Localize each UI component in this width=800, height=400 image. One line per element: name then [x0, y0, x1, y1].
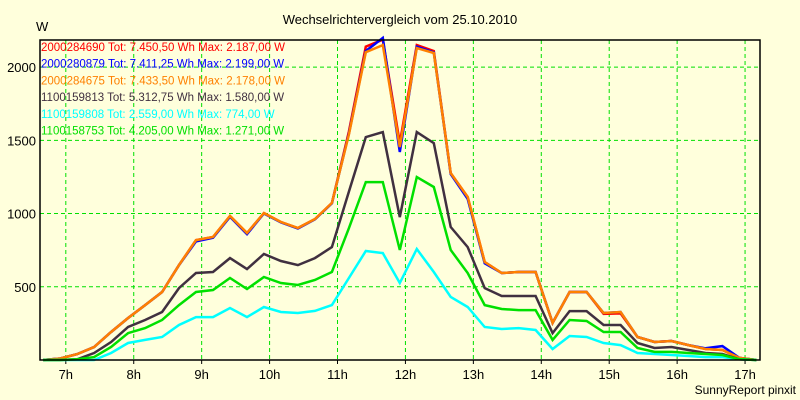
x-tick-label: 14h: [530, 367, 552, 382]
y-axis-label: W: [36, 19, 49, 34]
x-tick-label: 11h: [327, 367, 348, 382]
legend-entry: 2000284675 Tot: 7.433,50 Wh Max: 2.178,0…: [41, 75, 285, 87]
x-tick-label: 7h: [59, 367, 73, 382]
legend-entry: 1100158753 Tot: 4.205,00 Wh Max: 1.271,0…: [41, 126, 284, 138]
x-tick-label: 17h: [734, 367, 756, 382]
x-tick-labels: 7h 8h 9h 10h 11h 12h 13h 14h 15h 16h 17h: [59, 367, 756, 382]
legend-entry: 2000284690 Tot: 7.450,50 Wh Max: 2.187,0…: [41, 42, 285, 54]
legend: 2000284690 Tot: 7.450,50 Wh Max: 2.187,0…: [41, 42, 285, 138]
y-tick-label: 1000: [7, 207, 36, 222]
x-tick-label: 15h: [598, 367, 620, 382]
x-tick-label: 13h: [463, 367, 485, 382]
legend-entry: 1100159808 Tot: 2.559,00 Wh Max: 774,00 …: [41, 109, 275, 121]
series-line: [43, 43, 757, 362]
series-line: [43, 37, 757, 362]
legend-entry: 2000280879 Tot: 7.411,25 Wh Max: 2.199,0…: [41, 59, 284, 71]
series-line: [43, 175, 757, 362]
y-tick-label: 1500: [7, 133, 36, 148]
x-tick-label: 16h: [666, 367, 688, 382]
series-lines: [43, 35, 757, 362]
x-tick-label: 9h: [194, 367, 208, 382]
x-tick-label: 8h: [127, 367, 141, 382]
plot-frame: [39, 39, 761, 361]
grid: [40, 40, 760, 364]
y-tick-label: 500: [14, 280, 36, 295]
chart-title: Wechselrichtervergleich vom 25.10.2010: [283, 12, 518, 27]
y-tick-labels: 500 1000 1500 2000: [7, 60, 36, 295]
x-tick-label: 12h: [395, 367, 417, 382]
series-line: [43, 246, 757, 362]
legend-entry: 1100159813 Tot: 5.312,75 Wh Max: 1.580,0…: [41, 92, 284, 104]
series-line: [43, 130, 757, 362]
y-tick-label: 2000: [7, 60, 36, 75]
x-tick-label: 10h: [259, 367, 281, 382]
footer-credit: SunnyReport pinxit: [695, 383, 797, 397]
